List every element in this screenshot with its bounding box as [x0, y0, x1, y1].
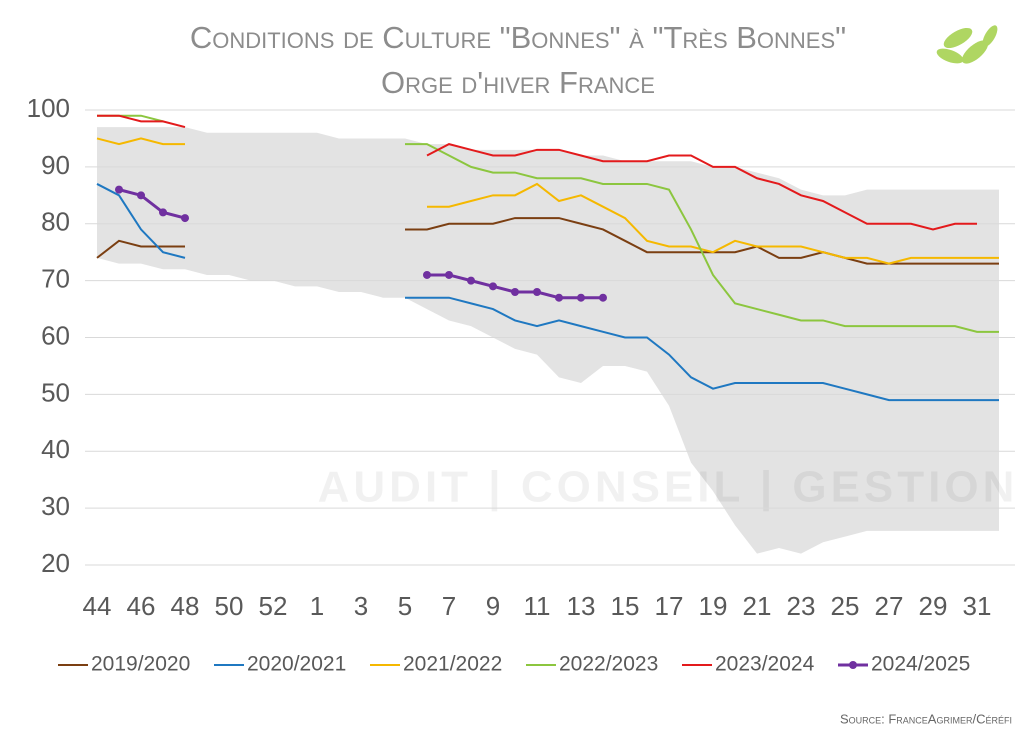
- x-tick-label: 5: [398, 591, 412, 621]
- x-tick-label: 3: [354, 591, 368, 621]
- source: Source: FranceAgrimer/Céréfi: [840, 711, 1012, 726]
- y-tick-label: 100: [27, 93, 70, 123]
- x-tick-label: 52: [259, 591, 288, 621]
- legend-label: 2022/2023: [559, 653, 658, 676]
- y-tick-label: 30: [41, 491, 70, 521]
- series-marker: [555, 293, 563, 302]
- series-marker: [137, 191, 145, 200]
- x-tick-label: 21: [743, 591, 772, 621]
- chart-title: Conditions de Culture "Bonnes" à "Très B…: [190, 20, 846, 55]
- legend-label: 2021/2022: [403, 653, 502, 676]
- x-tick-label: 15: [611, 591, 640, 621]
- logo: [936, 25, 998, 64]
- y-tick-label: 50: [41, 377, 70, 407]
- x-tick-label: 1: [310, 591, 324, 621]
- legend-label: 2020/2021: [247, 653, 346, 676]
- chart-subtitle: Orge d'hiver France: [381, 65, 655, 100]
- series-marker: [423, 270, 431, 279]
- y-tick-label: 60: [41, 320, 70, 350]
- x-tick-label: 44: [83, 591, 112, 621]
- legend-marker: [849, 661, 857, 669]
- series-marker: [511, 288, 519, 296]
- x-tick-label: 46: [127, 591, 156, 621]
- series-line: [96, 137, 999, 265]
- series-marker: [489, 282, 497, 291]
- x-tick-label: 11: [524, 591, 551, 621]
- x-tick-label: 29: [919, 591, 948, 621]
- series-marker: [159, 208, 167, 217]
- x-tick-label: 19: [699, 591, 728, 621]
- x-tick-label: 17: [655, 591, 684, 621]
- watermark: AUDIT | CONSEIL | GESTION: [318, 463, 1019, 513]
- x-tick-label: 9: [486, 591, 500, 621]
- x-tick-label: 25: [831, 591, 860, 621]
- series-marker: [599, 293, 607, 302]
- x-tick-label: 7: [442, 591, 456, 621]
- x-tick-label: 31: [963, 591, 992, 621]
- series-marker: [533, 288, 541, 296]
- legend-label: 2019/2020: [91, 653, 190, 676]
- series-marker: [577, 293, 585, 302]
- x-tick-label: 23: [787, 591, 816, 621]
- x-tick-label: 48: [171, 591, 200, 621]
- series-marker: [181, 214, 189, 223]
- x-tick-label: 50: [215, 591, 244, 621]
- series-marker: [445, 270, 453, 279]
- y-tick-label: 80: [41, 207, 70, 237]
- legend-label: 2024/2025: [871, 653, 970, 676]
- x-tick-label: 13: [567, 591, 596, 621]
- series-line: [97, 114, 977, 231]
- series-line: [96, 183, 999, 402]
- y-tick-label: 40: [41, 434, 70, 464]
- legend-label: 2023/2024: [715, 653, 815, 676]
- y-tick-label: 90: [41, 150, 70, 180]
- y-tick-label: 70: [41, 264, 70, 294]
- range-band: [97, 127, 999, 554]
- series-marker: [467, 276, 475, 285]
- series-marker: [115, 185, 123, 194]
- x-tick-label: 27: [875, 591, 904, 621]
- y-tick-label: 20: [41, 548, 70, 578]
